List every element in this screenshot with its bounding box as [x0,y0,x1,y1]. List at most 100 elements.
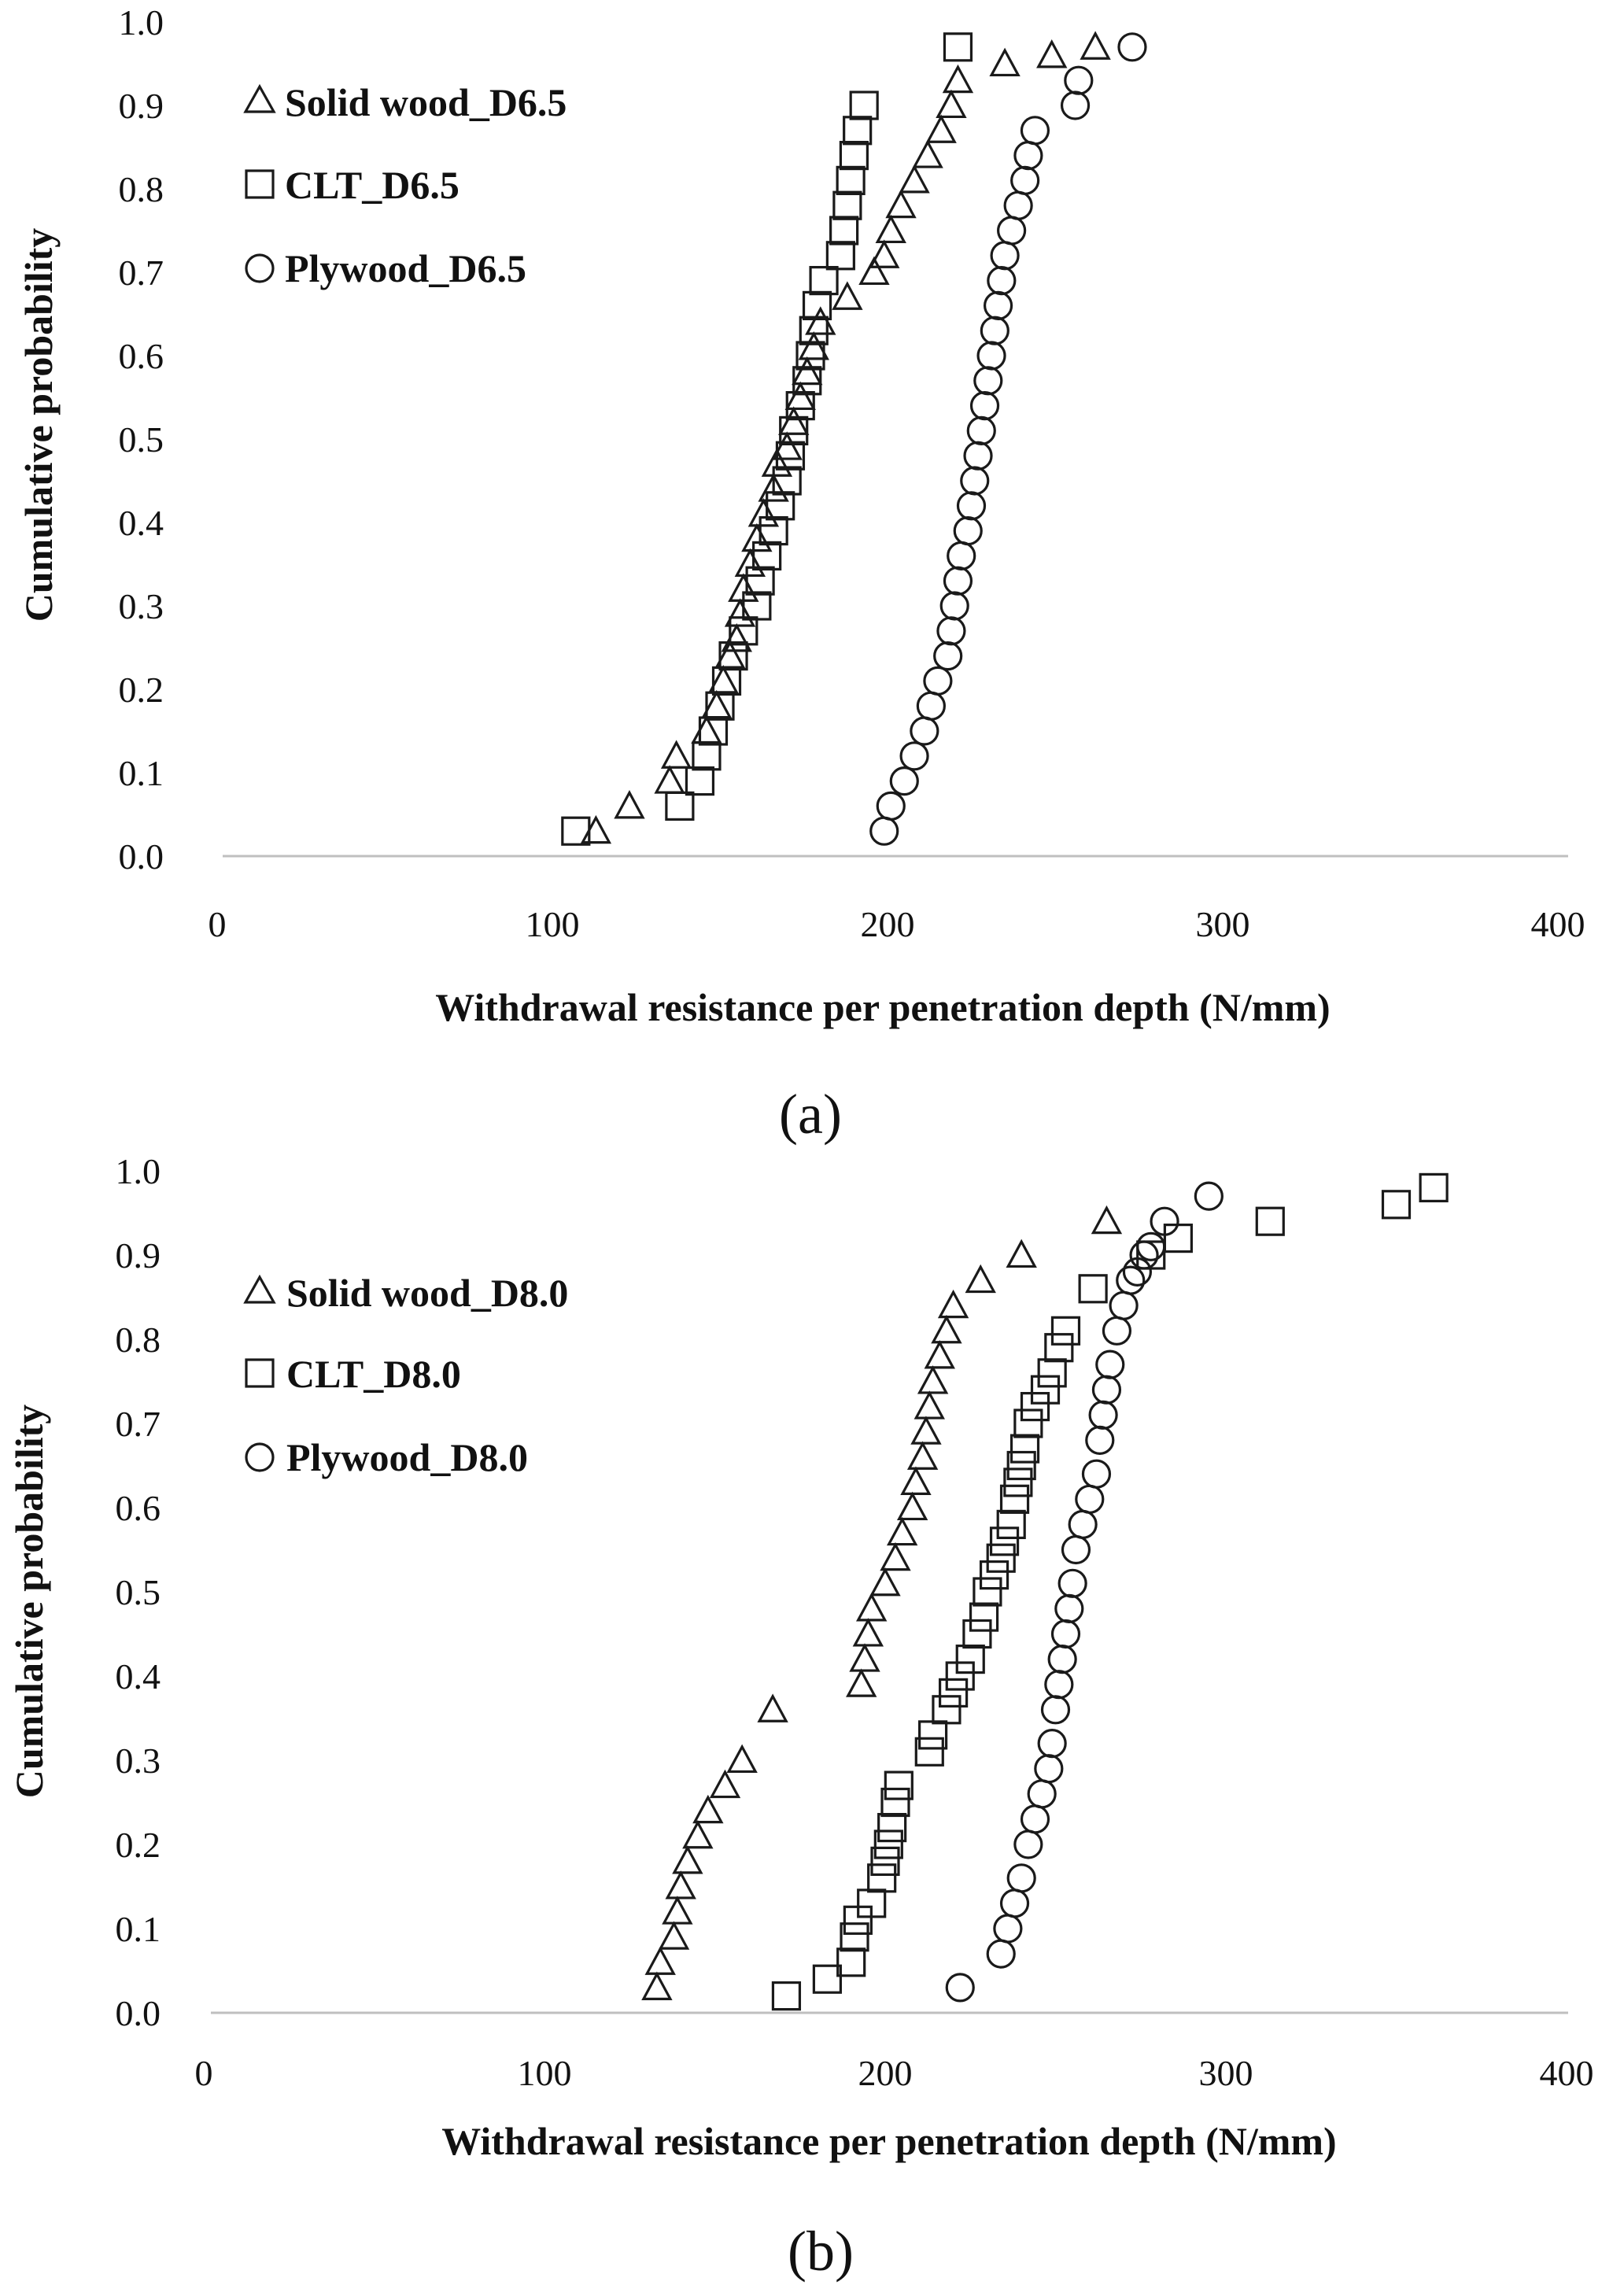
panel-a-data-point-triangle [936,89,967,119]
panel-b-data-point-circle [1085,1425,1115,1456]
panel-a-data-point-square [799,316,829,345]
panel-a-data-point-circle [973,366,1003,396]
panel-a-data-point-square [718,641,748,671]
panel-a-y-tick-labels: 0.0 0.1 0.2 0.3 0.4 0.5 0.6 0.7 0.8 0.9 … [119,2,164,877]
panel-b-x-tick: 100 [518,2053,572,2093]
panel-b-series-triangle [641,1205,1123,2000]
panel-b-data-point-square [969,1602,999,1632]
panel-b-data-point-circle [1129,1240,1159,1270]
panel-b-data-point-square [857,1888,887,1918]
panel-a-data-point-triangle [747,498,780,527]
panel-b-x-axis-title: Withdrawal resistance per penetration de… [441,2119,1336,2163]
panel-a-data-point-circle [963,441,993,471]
panel-a-data-point-triangle [792,356,823,386]
panel-b-data-point-triangle [924,1340,955,1369]
panel-a-data-point-triangle [858,256,890,286]
panel-a-data-point-triangle [660,740,692,769]
panel-b-data-point-square [979,1560,1009,1590]
panel-b-data-point-square [1381,1190,1412,1220]
panel-b-data-point-square [1013,1408,1043,1438]
panel-a-data-point-triangle [832,281,863,310]
panel-a-data-point-circle [943,566,973,596]
panel-a-data-point-circle [916,691,946,721]
panel-b-data-point-circle [1061,1534,1091,1565]
panel-a-x-tick: 400 [1531,904,1585,944]
panel-a-data-point-circle [983,290,1013,320]
panel-b-data-point-circle [1054,1593,1084,1624]
panel-a-data-point-circle [939,591,969,621]
panel-a-data-point-triangle [784,381,816,411]
panel-b-y-tick: 0.0 [116,1993,161,2033]
panel-a-data-point-square [849,90,879,120]
panel-a-data-point-square [711,666,742,696]
panel-a-data-point-square [692,741,722,771]
panel-a-data-point-square [775,441,806,471]
panel-a-data-point-triangle [614,790,645,819]
panel-a-data-point-circle [936,616,966,646]
panel-b-data-point-triangle [658,1921,690,1950]
panel-b-data-point-circle [1034,1754,1064,1784]
legend-square-icon [245,1358,275,1388]
panel-b-data-point-circle [1102,1316,1132,1346]
panel-b-x-tick: 400 [1540,2053,1594,2093]
panel-b-data-point-triangle [914,1390,945,1420]
panel-b-series-circle [945,1181,1224,2003]
panel-b-plot-area [641,1172,1449,2011]
panel-a-data-point-triangle [989,47,1021,77]
panel-b-data-point-circle [1040,1695,1071,1725]
panel-a-data-point-triangle [1036,39,1068,68]
panel-b-data-point-triangle [662,1896,693,1925]
panel-b-data-point-square [884,1770,914,1800]
panel-b-data-point-square [932,1695,961,1725]
panel-b-data-point-square [938,1678,969,1708]
panel-b-data-point-circle [1081,1459,1112,1489]
panel-a-data-point-circle [966,415,996,446]
panel-a-data-point-circle [990,241,1020,271]
panel-b-data-point-triangle [896,1491,928,1521]
panel-b-data-point-square [955,1645,985,1674]
panel-a-data-point-triangle [580,814,612,844]
panel-a-x-tick: 300 [1196,904,1250,944]
panel-b-data-point-square [1050,1316,1081,1346]
panel-a-data-point-square [809,266,839,296]
panel-b-data-point-triangle [672,1845,703,1874]
panel-a-data-point-triangle [869,239,900,268]
panel-a-data-point-circle [933,641,963,671]
panel-a-data-point-square [665,791,695,821]
panel-a-data-point-square [705,691,735,721]
panel-b-data-point-triangle [849,1643,880,1672]
panel-b-data-point-triangle [917,1365,949,1394]
panel-a-data-point-circle [956,491,987,521]
panel-b-y-tick: 0.4 [116,1656,161,1696]
panel-a-data-point-triangle [798,331,829,360]
panel-a-series-square [561,32,973,846]
panel-b-data-point-circle [1088,1400,1118,1430]
panel-b-data-point-circle [1194,1181,1224,1211]
panel-a-data-point-triangle [761,448,793,477]
panel-a-data-point-circle [1010,165,1040,195]
panel-a-data-point-square [839,141,869,171]
panel-b-data-point-triangle [641,1971,673,2000]
panel-a-y-tick: 0.9 [119,86,164,126]
panel-a-data-point-square [802,290,832,320]
panel-a-data-point-triangle [654,765,685,794]
panel-b-data-point-square [1255,1206,1285,1236]
panel-b-data-point-triangle [855,1593,888,1622]
panel-b-data-point-circle [1068,1509,1098,1540]
panel-b-x-tick-labels: 0 100 200 300 400 [195,2053,1594,2093]
panel-b-data-point-circle [1091,1375,1122,1405]
panel-a-y-tick: 0.8 [119,169,164,209]
panel-a-data-point-triangle [724,598,756,627]
panel-b-data-point-triangle [757,1693,788,1722]
panel-b-data-point-triangle [665,1870,696,1900]
panel-a-series-triangle [580,31,1111,844]
panel-b-data-point-triangle [965,1264,996,1294]
panel-b-data-point-square [1006,1450,1036,1481]
legend-triangle-icon [243,83,276,113]
panel-b-data-point-square [945,1661,975,1691]
panel-a-data-point-circle [869,816,899,846]
panel-a-data-point-triangle [741,522,773,552]
panel-b-y-tick: 0.5 [116,1572,161,1612]
panel-b-data-point-circle [945,1973,975,2003]
